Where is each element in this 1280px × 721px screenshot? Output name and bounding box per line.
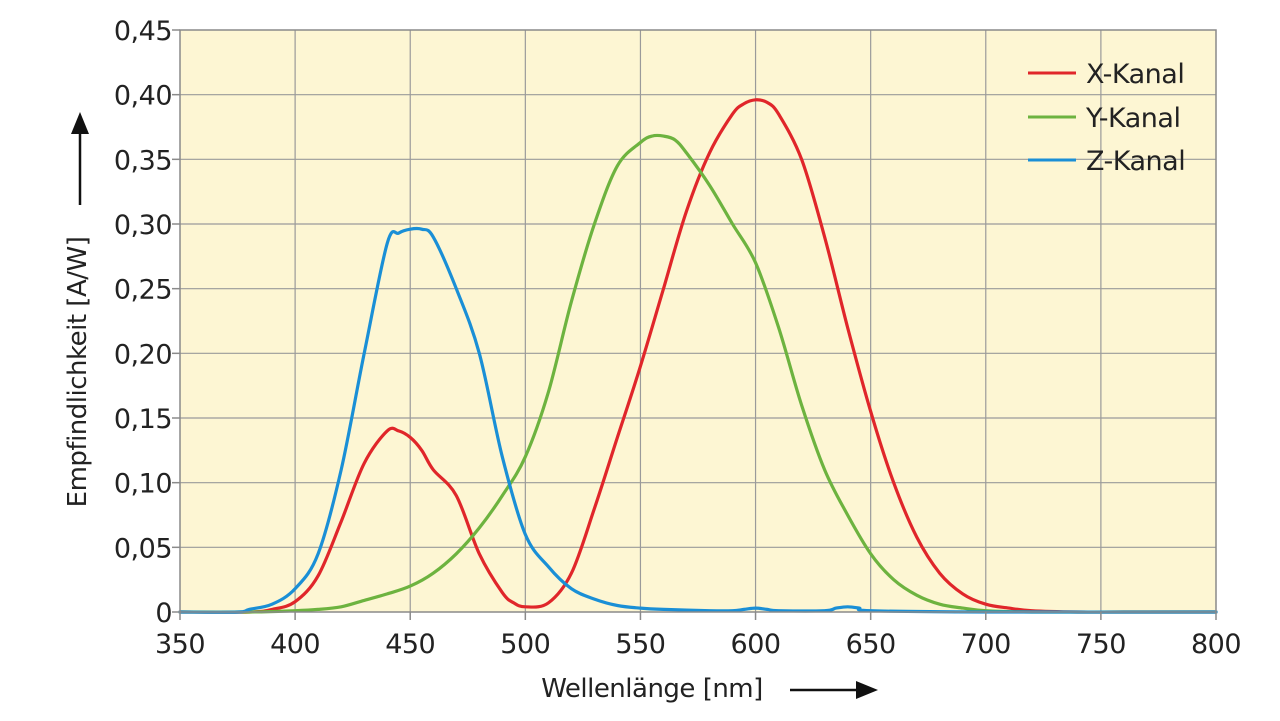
y-tick-label: 0,15 <box>114 404 172 435</box>
x-axis-ticks: 350 400 450 500 550 600 650 700 750 800 <box>155 612 1242 660</box>
legend-label-x: X-Kanal <box>1086 59 1184 90</box>
y-axis-title: Empfindlichkeit [A/W] <box>63 237 93 508</box>
x-tick-label: 600 <box>731 629 781 660</box>
x-tick-label: 450 <box>385 629 435 660</box>
legend-item-x: X-Kanal <box>1028 59 1185 90</box>
y-tick-label: 0,45 <box>114 16 172 47</box>
legend-item-y: Y-Kanal <box>1028 103 1181 134</box>
x-axis-arrow-icon <box>790 681 878 699</box>
x-axis-title: Wellenlänge [nm] <box>541 674 763 704</box>
x-tick-label: 650 <box>846 629 896 660</box>
y-tick-label: 0,25 <box>114 275 172 306</box>
y-tick-label: 0,40 <box>114 81 172 112</box>
legend: X-Kanal Y-Kanal Z-Kanal <box>1028 59 1186 177</box>
series-lines <box>178 98 1218 614</box>
y-tick-label: 0,05 <box>114 533 172 564</box>
legend-item-z: Z-Kanal <box>1028 146 1186 177</box>
series-line-x-kanal <box>178 98 1218 614</box>
y-tick-label: 0,35 <box>114 145 172 176</box>
y-axis-arrow-icon <box>71 112 89 205</box>
x-tick-label: 550 <box>615 629 665 660</box>
grid <box>180 30 1216 612</box>
x-tick-label: 400 <box>270 629 320 660</box>
plot-border <box>179 29 1217 613</box>
y-tick-label: 0,10 <box>114 469 172 500</box>
x-tick-label: 500 <box>500 629 550 660</box>
y-tick-label: 0,20 <box>114 339 172 370</box>
y-tick-label: 0 <box>155 598 172 629</box>
series-line-y-kanal <box>178 133 1218 614</box>
legend-label-y: Y-Kanal <box>1085 103 1180 134</box>
series-line-z-kanal <box>178 226 1218 614</box>
x-tick-label: 350 <box>155 629 205 660</box>
x-tick-label: 800 <box>1191 629 1241 660</box>
y-tick-label: 0,30 <box>114 210 172 241</box>
x-tick-label: 700 <box>961 629 1011 660</box>
legend-label-z: Z-Kanal <box>1086 146 1185 177</box>
plot-background <box>180 30 1216 612</box>
y-axis-ticks: 0 0,05 0,10 0,15 0,20 0,25 0,30 0,35 0,40 0,45 <box>114 16 180 629</box>
x-tick-label: 750 <box>1076 629 1126 660</box>
